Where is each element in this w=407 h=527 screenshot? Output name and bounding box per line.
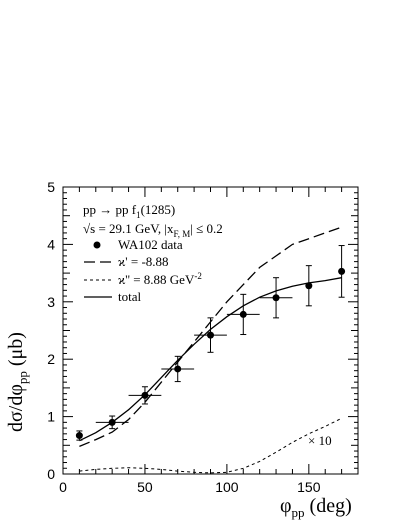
x-tick-label: 0 bbox=[59, 479, 67, 495]
energy-label-post: | ≤ 0.2 bbox=[190, 221, 223, 236]
data-point-marker bbox=[272, 294, 280, 302]
data-point-marker bbox=[75, 432, 83, 440]
data-point bbox=[259, 277, 293, 319]
x-axis-label-main: φ bbox=[280, 495, 292, 517]
legend-marker-data bbox=[93, 241, 101, 249]
data-point bbox=[305, 265, 313, 307]
x-tick-label: 100 bbox=[215, 479, 239, 495]
x-axis-label-sub: pp bbox=[292, 505, 305, 520]
legend-kappa-dprime-text: ϰ'' = 8.88 GeV bbox=[118, 272, 195, 287]
y-tick-label: 4 bbox=[47, 236, 55, 252]
legend-label-data: WA102 data bbox=[118, 237, 183, 252]
data-point bbox=[128, 386, 162, 405]
x-axis-label-unit: (deg) bbox=[305, 495, 352, 517]
legend-label-kappa-prime: ϰ' = -8.88 bbox=[118, 254, 169, 269]
y-tick-label: 1 bbox=[47, 409, 55, 425]
y-axis-label-unit: (μb) bbox=[5, 332, 27, 371]
curve-short-dash bbox=[79, 417, 342, 474]
x-tick-label: 50 bbox=[137, 479, 153, 495]
reaction-label: pp → pp f1(1285) bbox=[83, 202, 175, 220]
energy-label-sub: F, M bbox=[174, 229, 191, 239]
energy-sqrt-sign: √ bbox=[83, 221, 91, 236]
data-point bbox=[338, 245, 346, 298]
data-points bbox=[75, 245, 346, 441]
legend-label-kappa-dprime: ϰ'' = 8.88 GeV-2 bbox=[118, 271, 202, 287]
y-tick-label: 2 bbox=[47, 351, 55, 367]
data-point bbox=[161, 355, 195, 383]
energy-label: √s = 29.1 GeV, |xF, M| ≤ 0.2 bbox=[83, 221, 223, 239]
reaction-label-post: (1285) bbox=[141, 202, 176, 217]
energy-label-main: s = 29.1 GeV, |x bbox=[90, 221, 174, 236]
y-tick-label: 0 bbox=[47, 466, 55, 482]
data-point-marker bbox=[108, 418, 116, 426]
axis-ticks bbox=[62, 186, 359, 475]
data-point bbox=[226, 293, 260, 336]
legend-kappa-dprime-exp: -2 bbox=[194, 271, 202, 281]
legend-label-total: total bbox=[118, 289, 141, 304]
data-point bbox=[194, 317, 227, 353]
y-axis-label-sub: pp bbox=[15, 371, 30, 384]
y-tick-label: 5 bbox=[47, 179, 55, 195]
data-point-marker bbox=[141, 391, 149, 399]
data-point-marker bbox=[239, 310, 247, 318]
data-point-marker bbox=[338, 267, 346, 275]
y-tick-label: 3 bbox=[47, 294, 55, 310]
data-point bbox=[95, 415, 129, 430]
scale-annotation: × 10 bbox=[308, 433, 332, 448]
reaction-label-sub: 1 bbox=[136, 210, 141, 220]
data-point-marker bbox=[207, 331, 214, 339]
y-axis-label-main: dσ/dφ bbox=[5, 384, 27, 432]
legend: WA102 data ϰ' = -8.88 ϰ'' = 8.88 GeV-2 t… bbox=[84, 237, 202, 304]
data-point-marker bbox=[305, 282, 313, 290]
y-axis-label: dσ/dφpp (μb) bbox=[5, 332, 30, 432]
x-axis-label: φpp (deg) bbox=[280, 495, 352, 520]
data-point bbox=[75, 430, 83, 441]
data-point-marker bbox=[174, 365, 182, 373]
tick-labels: 0 50 100 150 0 1 2 3 4 5 bbox=[47, 179, 321, 495]
reaction-label-pre: pp → pp f bbox=[83, 202, 137, 217]
x-tick-label: 150 bbox=[297, 479, 321, 495]
